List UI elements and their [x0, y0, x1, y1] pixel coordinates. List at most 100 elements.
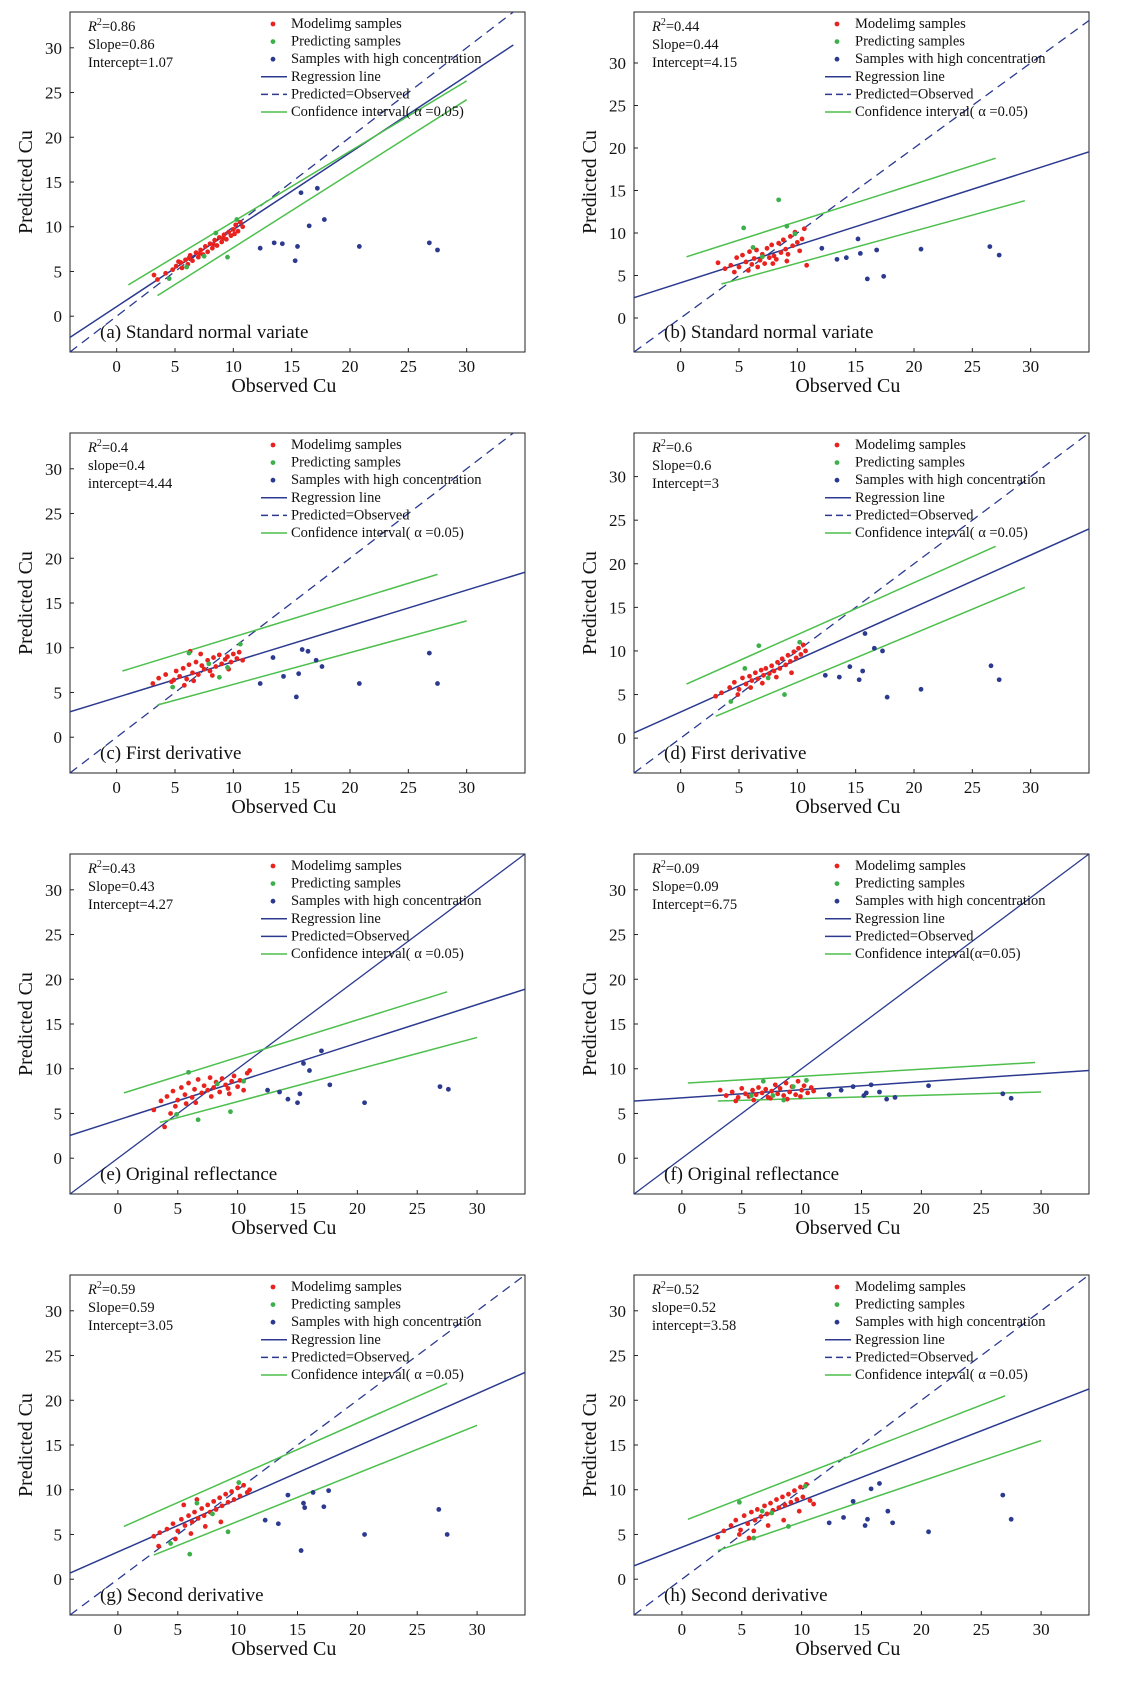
predicting-point	[236, 1480, 242, 1485]
modeling-point	[791, 649, 797, 655]
modeling-point	[199, 663, 205, 669]
high-concentration-point	[884, 1096, 890, 1102]
modeling-point	[755, 676, 761, 682]
y-tick-label: 30	[45, 1302, 62, 1321]
predicting-point	[728, 699, 734, 704]
modeling-point	[758, 1514, 764, 1519]
modeling-point	[783, 662, 789, 668]
modeling-point	[734, 255, 740, 261]
modeling-point	[182, 1523, 188, 1528]
x-tick-label: 5	[171, 357, 180, 376]
modeling-point	[721, 1528, 727, 1534]
modeling-point	[769, 1088, 775, 1094]
modeling-point	[234, 656, 240, 661]
modeling-point	[186, 1080, 191, 1086]
x-tick-label: 10	[793, 1620, 810, 1639]
legend-entry: Predicting samples	[855, 876, 965, 892]
modeling-point	[168, 1111, 173, 1116]
modeling-point	[151, 1107, 157, 1113]
stat-0: R2=0.6	[651, 438, 692, 456]
x-axis-title: Observed Cu	[231, 375, 336, 397]
modeling-point	[172, 1536, 178, 1542]
high-concentration-point	[301, 1060, 306, 1066]
modeling-point	[770, 261, 776, 266]
modeling-point	[764, 245, 770, 251]
legend-entry: Regression line	[855, 911, 945, 927]
x-tick-label: 15	[289, 1199, 306, 1218]
x-tick-label: 20	[913, 1199, 930, 1218]
modeling-point	[173, 668, 179, 674]
high-concentration-point	[862, 1523, 868, 1528]
legend-entry: Regression line	[291, 69, 381, 85]
predicting-point	[241, 1078, 247, 1084]
x-tick-label: 10	[789, 357, 806, 376]
x-axis-title: Observed Cu	[795, 1217, 900, 1239]
confidence-lower-line	[717, 1439, 1042, 1552]
y-axis-title: Predicted Cu	[579, 130, 601, 234]
legend-entry: Predicting samples	[855, 1297, 965, 1313]
modeling-point	[799, 1087, 805, 1093]
stat-1: Slope=0.09	[652, 879, 719, 895]
y-tick-label: 30	[609, 468, 626, 487]
modeling-point	[177, 673, 183, 679]
y-tick-label: 0	[618, 1570, 627, 1589]
modeling-point	[229, 1078, 235, 1084]
high-concentration-point	[868, 1486, 874, 1492]
x-tick-label: 20	[906, 357, 923, 376]
modeling-point	[207, 1075, 213, 1081]
y-tick-label: 30	[609, 881, 626, 900]
stat-1: Slope=0.44	[652, 37, 719, 53]
modeling-point	[209, 673, 215, 678]
x-tick-label: 5	[735, 778, 744, 797]
modeling-point	[779, 656, 785, 662]
modeling-point	[235, 1084, 241, 1090]
stat-2: Intercept=1.07	[88, 55, 173, 71]
high-concentration-point	[298, 190, 304, 196]
modeling-point	[201, 1083, 207, 1089]
modeling-point	[191, 678, 197, 684]
modeling-point	[798, 1484, 803, 1490]
legend-marker	[270, 1319, 276, 1325]
predicting-point	[166, 276, 172, 282]
legend-entry: Regression line	[855, 69, 945, 85]
modeling-point	[784, 1096, 790, 1102]
modeling-point	[229, 1489, 235, 1494]
y-tick-label: 0	[54, 1570, 63, 1589]
modeling-point	[175, 1097, 181, 1103]
modeling-point	[787, 1089, 793, 1095]
modeling-point	[193, 659, 199, 665]
modeling-point	[773, 674, 779, 680]
y-tick-label: 20	[609, 139, 626, 158]
high-concentration-point	[302, 1505, 308, 1511]
modeling-point	[212, 237, 218, 243]
modeling-point	[771, 253, 777, 259]
identity-line	[70, 12, 515, 352]
y-tick-label: 15	[609, 1015, 626, 1034]
modeling-point	[225, 1499, 231, 1505]
modeling-point	[178, 260, 184, 265]
modeling-point	[202, 244, 208, 249]
x-axis-title: Observed Cu	[795, 375, 900, 397]
legend-marker	[270, 881, 276, 886]
predicting-point	[759, 1508, 765, 1514]
predicting-point	[765, 675, 771, 681]
legend-marker	[834, 881, 840, 886]
modeling-point	[247, 1487, 253, 1493]
modeling-point	[240, 224, 246, 230]
modeling-point	[228, 659, 234, 665]
high-concentration-point	[819, 245, 825, 251]
legend-entry: Predicted=Observed	[291, 507, 410, 523]
stat-2: intercept=4.44	[88, 476, 173, 492]
modeling-point	[205, 1502, 211, 1508]
modeling-point	[198, 651, 204, 657]
modeling-point	[798, 1094, 803, 1099]
x-tick-label: 25	[400, 778, 417, 797]
x-axis-title: Observed Cu	[231, 1217, 336, 1239]
confidence-lower-line	[721, 199, 1026, 285]
x-axis-title: Observed Cu	[231, 796, 336, 818]
modeling-point	[186, 1513, 191, 1519]
modeling-point	[735, 1094, 741, 1100]
modeling-point	[769, 242, 775, 248]
high-concentration-point	[326, 1488, 332, 1494]
modeling-point	[157, 1530, 163, 1536]
